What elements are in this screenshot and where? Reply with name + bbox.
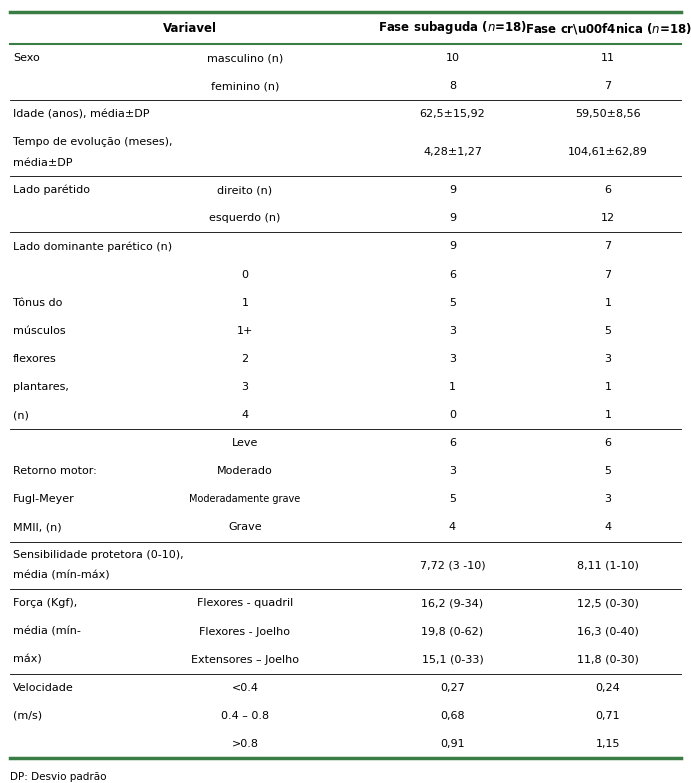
Text: 3: 3 xyxy=(449,354,456,364)
Text: plantares,: plantares, xyxy=(13,382,69,392)
Text: Fugl-Meyer: Fugl-Meyer xyxy=(13,494,75,504)
Text: 3: 3 xyxy=(449,326,456,336)
Text: masculino (n): masculino (n) xyxy=(207,53,283,63)
Text: 1: 1 xyxy=(605,382,612,392)
Text: 9: 9 xyxy=(449,185,456,195)
Text: <0.4: <0.4 xyxy=(231,683,258,693)
Text: Lado parétido: Lado parétido xyxy=(13,185,90,196)
Text: Grave: Grave xyxy=(228,522,262,532)
Text: 5: 5 xyxy=(605,326,612,336)
Text: 3: 3 xyxy=(605,354,612,364)
Text: 0: 0 xyxy=(241,269,249,280)
Text: 10: 10 xyxy=(446,53,460,63)
Text: média±DP: média±DP xyxy=(13,157,73,168)
Text: 7: 7 xyxy=(605,241,612,251)
Text: 0,91: 0,91 xyxy=(440,739,465,749)
Text: média (mín-máx): média (mín-máx) xyxy=(13,571,110,581)
Text: Retorno motor:: Retorno motor: xyxy=(13,466,97,476)
Text: 1: 1 xyxy=(605,410,612,420)
Text: 1: 1 xyxy=(605,298,612,308)
Text: 0,71: 0,71 xyxy=(596,711,621,721)
Text: 59,50±8,56: 59,50±8,56 xyxy=(575,110,641,119)
Text: flexores: flexores xyxy=(13,354,57,364)
Text: 12,5 (0-30): 12,5 (0-30) xyxy=(577,598,639,608)
Text: Idade (anos), média±DP: Idade (anos), média±DP xyxy=(13,110,149,119)
Text: 5: 5 xyxy=(449,494,456,504)
Text: 0,24: 0,24 xyxy=(596,683,621,693)
Text: 6: 6 xyxy=(605,185,612,195)
Text: 4: 4 xyxy=(449,522,456,532)
Text: 19,8 (0-62): 19,8 (0-62) xyxy=(422,626,484,637)
Text: 4: 4 xyxy=(241,410,249,420)
Text: 0,68: 0,68 xyxy=(440,711,465,721)
Text: Lado dominante parético (n): Lado dominante parético (n) xyxy=(13,241,172,251)
Text: 8: 8 xyxy=(449,81,456,91)
Text: Tempo de evolução (meses),: Tempo de evolução (meses), xyxy=(13,137,173,146)
Text: Leve: Leve xyxy=(231,438,258,448)
Text: Fase subaguda ($n$=18): Fase subaguda ($n$=18) xyxy=(378,20,527,37)
Text: (n): (n) xyxy=(13,410,29,420)
Text: Tônus do: Tônus do xyxy=(13,298,62,308)
Text: 6: 6 xyxy=(449,438,456,448)
Text: 1: 1 xyxy=(241,298,249,308)
Text: 16,3 (0-40): 16,3 (0-40) xyxy=(577,626,639,637)
Text: esquerdo (n): esquerdo (n) xyxy=(209,213,281,223)
Text: máx): máx) xyxy=(13,655,41,665)
Text: feminino (n): feminino (n) xyxy=(211,81,279,91)
Text: 9: 9 xyxy=(449,241,456,251)
Text: 1+: 1+ xyxy=(237,326,253,336)
Text: Sexo: Sexo xyxy=(13,53,40,63)
Text: 62,5±15,92: 62,5±15,92 xyxy=(419,110,485,119)
Text: 4: 4 xyxy=(605,522,612,532)
Text: Velocidade: Velocidade xyxy=(13,683,74,693)
Text: Extensores – Joelho: Extensores – Joelho xyxy=(191,655,299,665)
Text: 7,72 (3 -10): 7,72 (3 -10) xyxy=(419,561,485,571)
Text: Flexores - Joelho: Flexores - Joelho xyxy=(200,626,290,637)
Text: Moderadamente grave: Moderadamente grave xyxy=(189,494,301,504)
Text: MMII, (n): MMII, (n) xyxy=(13,522,61,532)
Text: 11,8 (0-30): 11,8 (0-30) xyxy=(577,655,639,665)
Text: 104,61±62,89: 104,61±62,89 xyxy=(568,147,648,157)
Text: 15,1 (0-33): 15,1 (0-33) xyxy=(422,655,484,665)
Text: 7: 7 xyxy=(605,269,612,280)
Text: média (mín-: média (mín- xyxy=(13,626,81,637)
Text: 5: 5 xyxy=(449,298,456,308)
Text: 2: 2 xyxy=(241,354,249,364)
Text: Força (Kgf),: Força (Kgf), xyxy=(13,598,77,608)
Text: 4,28±1,27: 4,28±1,27 xyxy=(423,147,482,157)
Text: 0: 0 xyxy=(449,410,456,420)
Text: DP: Desvio padrão: DP: Desvio padrão xyxy=(10,772,106,782)
Text: >0.8: >0.8 xyxy=(231,739,258,749)
Text: 3: 3 xyxy=(449,466,456,476)
Text: 5: 5 xyxy=(605,466,612,476)
Text: 16,2 (9-34): 16,2 (9-34) xyxy=(422,598,484,608)
Text: Moderado: Moderado xyxy=(217,466,273,476)
Text: (m/s): (m/s) xyxy=(13,711,42,721)
Text: 8,11 (1-10): 8,11 (1-10) xyxy=(577,561,639,571)
Text: 3: 3 xyxy=(241,382,249,392)
Text: músculos: músculos xyxy=(13,326,66,336)
Text: 9: 9 xyxy=(449,213,456,223)
Text: 0.4 – 0.8: 0.4 – 0.8 xyxy=(221,711,269,721)
Text: Flexores - quadril: Flexores - quadril xyxy=(197,598,293,608)
Text: 0,27: 0,27 xyxy=(440,683,465,693)
Text: 12: 12 xyxy=(601,213,615,223)
Text: 6: 6 xyxy=(605,438,612,448)
Text: direito (n): direito (n) xyxy=(218,185,272,195)
Text: 11: 11 xyxy=(601,53,615,63)
Text: 6: 6 xyxy=(449,269,456,280)
Text: Fase cr\u00f4nica ($n$=18): Fase cr\u00f4nica ($n$=18) xyxy=(524,20,691,35)
Text: 1,15: 1,15 xyxy=(596,739,621,749)
Text: Sensibilidade protetora (0-10),: Sensibilidade protetora (0-10), xyxy=(13,550,184,560)
Text: 1: 1 xyxy=(449,382,456,392)
Text: 3: 3 xyxy=(605,494,612,504)
Text: 7: 7 xyxy=(605,81,612,91)
Text: Variavel: Variavel xyxy=(163,21,217,34)
